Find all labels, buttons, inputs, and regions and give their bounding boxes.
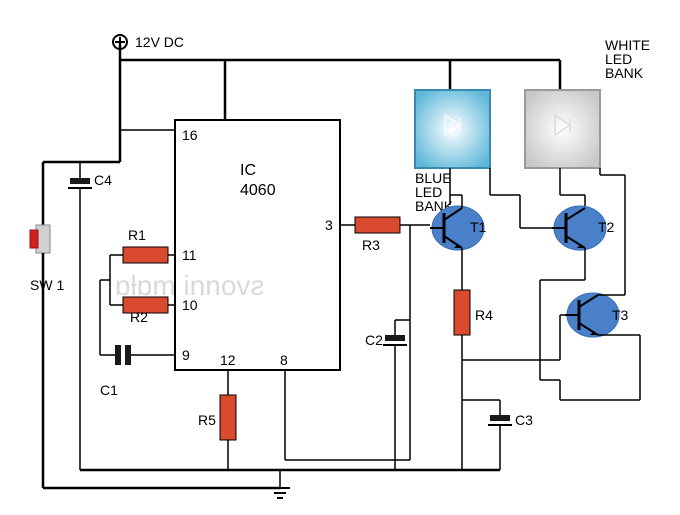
ground-symbol bbox=[270, 488, 290, 498]
resistor-r5 bbox=[220, 395, 236, 440]
resistor-r1 bbox=[110, 247, 175, 263]
ic-label-2: 4060 bbox=[240, 182, 276, 199]
switch-sw1 bbox=[30, 225, 50, 253]
r4-label: R4 bbox=[475, 307, 493, 323]
pin8: 8 bbox=[280, 352, 288, 368]
c2-label: C2 bbox=[365, 332, 383, 348]
t3-label: T3 bbox=[612, 307, 629, 323]
circuit-diagram: 12V DC SW 1 C4 IC 4060 ɒƚɒm innovƨ 16 11… bbox=[0, 0, 680, 515]
r5-label: R5 bbox=[198, 412, 216, 428]
capacitor-c3 bbox=[462, 400, 512, 470]
pin10: 10 bbox=[182, 297, 198, 313]
white-bank-label-3: BANK bbox=[605, 65, 644, 81]
blue-led-bank bbox=[415, 90, 490, 168]
capacitor-c1 bbox=[100, 345, 175, 365]
transistor-t3 bbox=[565, 293, 619, 337]
t1-label: T1 bbox=[470, 219, 487, 235]
pin9: 9 bbox=[182, 347, 190, 363]
capacitor-c2 bbox=[383, 320, 410, 470]
r2-label: R2 bbox=[130, 309, 148, 325]
c1-label: C1 bbox=[100, 382, 118, 398]
resistor-r4 bbox=[454, 290, 470, 335]
c4-label: C4 bbox=[94, 172, 112, 188]
capacitor-c4 bbox=[68, 162, 92, 210]
ic-4060 bbox=[175, 120, 340, 370]
white-led-bank bbox=[525, 90, 600, 168]
t2-label: T2 bbox=[598, 219, 615, 235]
pin16: 16 bbox=[182, 127, 198, 143]
ic-label-1: IC bbox=[240, 162, 256, 179]
power-label: 12V DC bbox=[135, 34, 184, 50]
pin11: 11 bbox=[182, 247, 197, 263]
resistor-r3 bbox=[355, 217, 400, 233]
r3-label: R3 bbox=[362, 237, 380, 253]
r1-label: R1 bbox=[128, 227, 146, 243]
c3-label: C3 bbox=[515, 412, 533, 428]
pin3: 3 bbox=[325, 217, 333, 233]
sw1-label: SW 1 bbox=[30, 277, 64, 293]
pin12: 12 bbox=[220, 352, 236, 368]
